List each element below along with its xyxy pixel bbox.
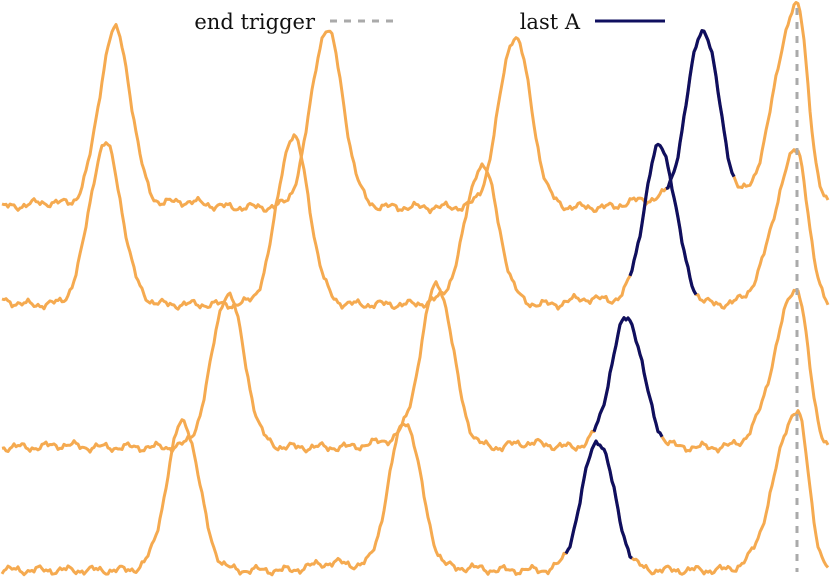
- legend-last-a-label: last A: [520, 10, 581, 34]
- legend: end trigger last A: [194, 10, 665, 34]
- last-a-segment-4: [564, 439, 633, 560]
- last-a-segment-1: [665, 29, 736, 191]
- signal-trace-4: [0, 409, 830, 577]
- last-a-segment-2: [628, 142, 698, 296]
- legend-end-trigger-label: end trigger: [194, 10, 316, 34]
- last-a-segment-3: [592, 316, 664, 438]
- signal-trace-2: [1, 133, 830, 311]
- signal-trace-3: [1, 280, 830, 454]
